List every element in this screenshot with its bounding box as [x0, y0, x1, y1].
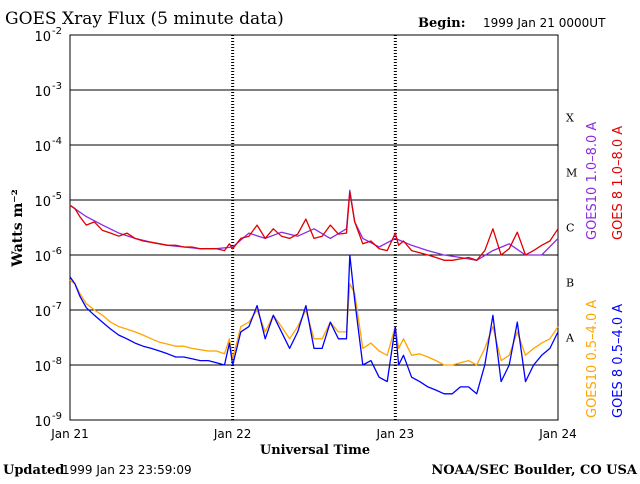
y-tick-exponent: -2 [52, 26, 62, 37]
flare-class-c: C [566, 222, 574, 235]
y-tick-exponent: -4 [52, 136, 62, 147]
chart-title: GOES Xray Flux (5 minute data) [5, 9, 284, 29]
series-lines [69, 189, 559, 395]
y-tick-label: 10 [34, 360, 51, 375]
updated-value: 1999 Jan 23 23:59:09 [62, 463, 192, 477]
x-tick-label: Jan 24 [538, 427, 577, 441]
y-tick-label: 10 [34, 195, 51, 210]
series-line-1 [69, 254, 559, 395]
series-line-0 [69, 279, 559, 366]
legend-entry: GOES10 1.0–8.0 A [585, 122, 600, 240]
legend-entry: GOES10 0.5–4.0 A [585, 300, 600, 418]
y-tick-label: 10 [34, 305, 51, 320]
x-tick-label: Jan 22 [213, 427, 252, 441]
y-tick-exponent: -9 [52, 411, 62, 422]
y-tick-exponent: -7 [52, 301, 62, 312]
updated-label: Updated [3, 463, 64, 478]
credit-text: NOAA/SEC Boulder, CO USA [431, 463, 638, 478]
y-tick-exponent: -5 [52, 191, 62, 202]
y-tick-exponent: -3 [52, 81, 62, 92]
legend-entry: GOES 8 0.5–4.0 A [611, 304, 626, 418]
y-tick-exponent: -6 [52, 246, 62, 257]
x-axis-label: Universal Time [260, 443, 370, 458]
x-tick-labels: Jan 21 Jan 22 Jan 23 Jan 24 [50, 427, 577, 441]
legend: GOES10 0.5–4.0 A GOES 8 0.5–4.0 A GOES10 1… [585, 122, 626, 418]
flare-class-a: A [565, 332, 575, 345]
y-tick-labels: 10-210-310-410-510-610-710-810-9 [34, 26, 62, 430]
flare-class-x: X [566, 112, 574, 125]
x-tick-label: Jan 21 [50, 427, 89, 441]
plot-frame [69, 34, 559, 421]
y-tick-label: 10 [34, 415, 51, 430]
grid-lines [70, 34, 558, 421]
y-tick-label: 10 [34, 250, 51, 265]
x-tick-label: Jan 23 [376, 427, 415, 441]
flare-class-m: M [566, 167, 577, 180]
y-tick-label: 10 [34, 85, 51, 100]
y-axis-label: Watts m⁻² [10, 189, 26, 268]
legend-entry: GOES 8 1.0–8.0 A [611, 126, 626, 240]
begin-label: Begin: [418, 16, 466, 31]
y-tick-exponent: -8 [52, 356, 62, 367]
y-tick-label: 10 [34, 140, 51, 155]
begin-value: 1999 Jan 21 0000UT [483, 16, 606, 30]
flare-class-b: B [566, 277, 574, 290]
flare-class-labels: X M C B A [565, 112, 577, 345]
series-line-3 [69, 191, 559, 261]
y-tick-label: 10 [34, 30, 51, 45]
